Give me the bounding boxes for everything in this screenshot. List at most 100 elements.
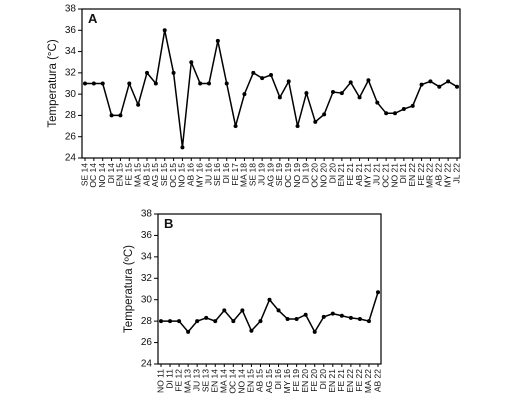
- data-point: [118, 113, 123, 118]
- x-tick-label: FE 21: [336, 369, 346, 392]
- data-point: [109, 113, 114, 118]
- data-point: [207, 81, 211, 86]
- y-tick-label: 32: [65, 67, 77, 78]
- x-tick-label: JU 19: [256, 163, 266, 185]
- x-tick-label: EN 15: [246, 369, 256, 393]
- x-tick-label: MA 22: [363, 369, 373, 393]
- data-point: [162, 28, 167, 33]
- data-point: [83, 81, 87, 86]
- data-point: [198, 81, 203, 86]
- data-point: [348, 80, 353, 85]
- x-tick-label: SE 19: [274, 163, 284, 186]
- x-tick-label: OC 14: [228, 369, 238, 394]
- x-tick-label: MA 14: [219, 369, 229, 393]
- x-tick-label: FE 15: [124, 163, 134, 186]
- data-point: [195, 319, 200, 324]
- y-tick-label: 26: [141, 337, 153, 348]
- data-point: [339, 91, 344, 96]
- y-tick-label: 38: [141, 209, 153, 220]
- x-tick-label: SE 15: [159, 163, 169, 186]
- data-point: [100, 81, 105, 86]
- x-tick-label: EN 21: [327, 369, 337, 393]
- y-tick-label: 34: [65, 46, 77, 57]
- data-point: [213, 319, 218, 324]
- data-point: [258, 319, 263, 324]
- data-point: [215, 38, 220, 43]
- x-tick-label: SE 13: [200, 369, 210, 392]
- x-tick-label: MA 18: [239, 163, 249, 187]
- data-point: [186, 329, 191, 334]
- x-tick-label: NO 14: [97, 163, 107, 188]
- data-point: [428, 79, 433, 84]
- data-point: [303, 312, 308, 317]
- x-tick-label: NO 11: [155, 369, 165, 393]
- data-point: [222, 308, 227, 313]
- y-tick-label: 28: [65, 110, 77, 121]
- data-point: [304, 91, 309, 96]
- x-tick-label: EN 15: [115, 163, 125, 187]
- data-point: [285, 317, 290, 321]
- x-tick-label: MY 21: [363, 163, 373, 188]
- x-tick-label: FE 19: [291, 369, 301, 392]
- data-point: [294, 317, 299, 321]
- data-point: [127, 81, 132, 86]
- y-tick-label: 34: [141, 251, 153, 262]
- data-point: [313, 119, 318, 124]
- data-point: [357, 95, 362, 100]
- data-point: [168, 319, 173, 324]
- data-point: [231, 319, 236, 324]
- x-tick-label: SE 16: [212, 163, 222, 186]
- data-point: [260, 76, 265, 81]
- data-point: [419, 82, 424, 87]
- x-tick-label: FE 22: [354, 369, 364, 392]
- data-point: [269, 72, 273, 77]
- y-tick-label: 30: [65, 89, 77, 100]
- x-tick-label: DI 19: [301, 163, 311, 184]
- x-tick-label: NO 19: [292, 163, 302, 188]
- x-tick-label: AB 15: [255, 369, 265, 392]
- x-tick-label: SE 18: [248, 163, 258, 186]
- data-point: [224, 81, 229, 86]
- x-tick-label: AB 22: [372, 369, 382, 392]
- data-point: [393, 111, 397, 116]
- x-tick-label: EN 20: [300, 369, 310, 393]
- data-point: [145, 70, 149, 75]
- x-tick-label: MY 16: [194, 163, 204, 188]
- x-tick-label: FE 17: [230, 163, 240, 186]
- x-tick-label: OC 19: [283, 163, 293, 188]
- data-point: [357, 317, 362, 321]
- data-point: [330, 311, 335, 316]
- data-point: [322, 112, 327, 117]
- x-tick-label: DI 14: [106, 163, 116, 184]
- x-tick-label: AB 15: [141, 163, 151, 186]
- x-tick-label: AB 21: [354, 163, 364, 186]
- data-point: [240, 308, 245, 313]
- y-tick-label: 36: [65, 25, 77, 36]
- x-tick-label: FE 21: [345, 163, 355, 186]
- data-point: [295, 124, 300, 129]
- data-point: [446, 79, 451, 84]
- data-point: [276, 308, 281, 313]
- x-tick-label: MA 15: [132, 163, 142, 187]
- x-tick-label: FE 22: [416, 163, 426, 186]
- y-tick-label: 36: [141, 230, 153, 241]
- x-tick-label: AG 19: [265, 163, 275, 187]
- x-tick-label: OC 20: [310, 163, 320, 188]
- x-tick-label: MY 16: [282, 369, 292, 394]
- data-point: [233, 124, 238, 129]
- y-tick-label: 26: [65, 131, 77, 142]
- data-point: [339, 313, 344, 318]
- x-tick-label: NO 21: [389, 163, 399, 188]
- panel-label: B: [164, 216, 173, 231]
- y-tick-label: 38: [65, 4, 77, 15]
- y-tick-label: 30: [141, 294, 153, 305]
- y-axis-label: Temperatura (°C): [47, 39, 59, 127]
- data-point: [375, 100, 380, 105]
- data-point: [251, 70, 256, 75]
- x-tick-label: FE 20: [309, 369, 319, 392]
- x-tick-label: AB 16: [186, 163, 196, 186]
- y-axis-label: Temperatura (ºC): [123, 245, 135, 333]
- data-point: [249, 328, 254, 333]
- data-point: [312, 329, 317, 334]
